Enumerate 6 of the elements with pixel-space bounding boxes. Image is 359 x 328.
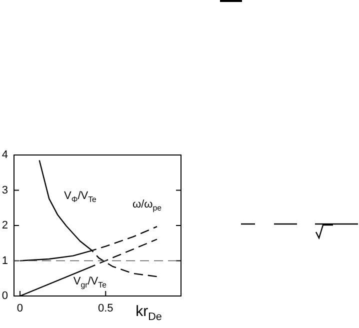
- x-tick-label: 0.5: [98, 302, 114, 315]
- y-tick-label: 4: [2, 149, 8, 162]
- y-tick-label: 0: [2, 290, 8, 302]
- y-tick-label: 1: [2, 254, 8, 267]
- y-tick-label: 3: [2, 184, 8, 196]
- y-tick-label: 2: [2, 220, 8, 232]
